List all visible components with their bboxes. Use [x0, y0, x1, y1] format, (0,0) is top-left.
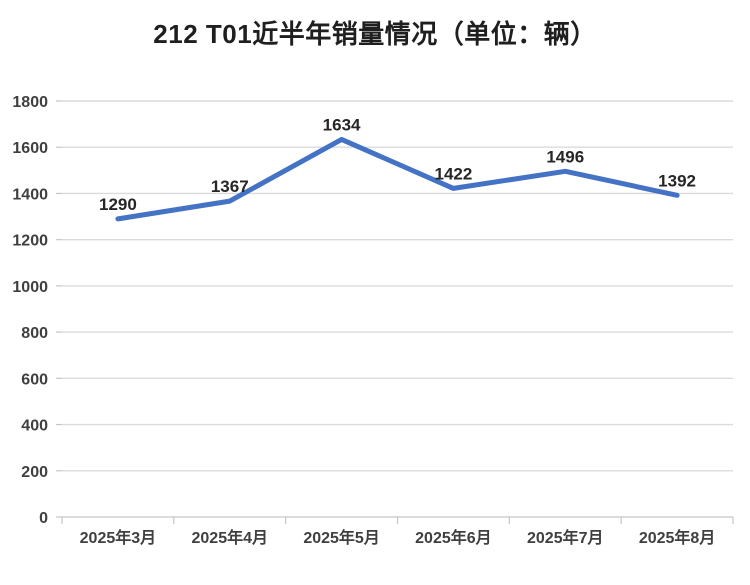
y-axis-label: 600	[21, 371, 48, 388]
x-axis-label: 2025年4月	[192, 528, 269, 547]
data-label: 1634	[323, 115, 361, 134]
data-label: 1367	[211, 177, 249, 196]
data-label: 1392	[658, 171, 696, 190]
y-axis-label: 1200	[12, 233, 48, 250]
y-axis-label: 400	[21, 418, 48, 435]
y-axis-label: 800	[21, 325, 48, 342]
x-axis-label: 2025年7月	[527, 528, 604, 547]
data-label: 1290	[99, 195, 137, 214]
x-axis-label: 2025年5月	[303, 528, 380, 547]
data-label: 1496	[546, 147, 584, 166]
series-line	[115, 136, 680, 222]
chart-title: 212 T01近半年销量情况（单位：辆）	[153, 19, 597, 49]
data-label: 1422	[435, 164, 473, 183]
y-axis-label: 1800	[12, 94, 48, 111]
y-axis-label: 0	[39, 510, 48, 527]
y-axis-label: 1600	[12, 140, 48, 157]
y-axis-label: 1000	[12, 279, 48, 296]
y-axis-label: 1400	[12, 186, 48, 203]
x-axis-label: 2025年3月	[80, 528, 157, 547]
y-axis-label: 200	[21, 464, 48, 481]
x-axis-label: 2025年8月	[639, 528, 716, 547]
x-axis-label: 2025年6月	[415, 528, 492, 547]
